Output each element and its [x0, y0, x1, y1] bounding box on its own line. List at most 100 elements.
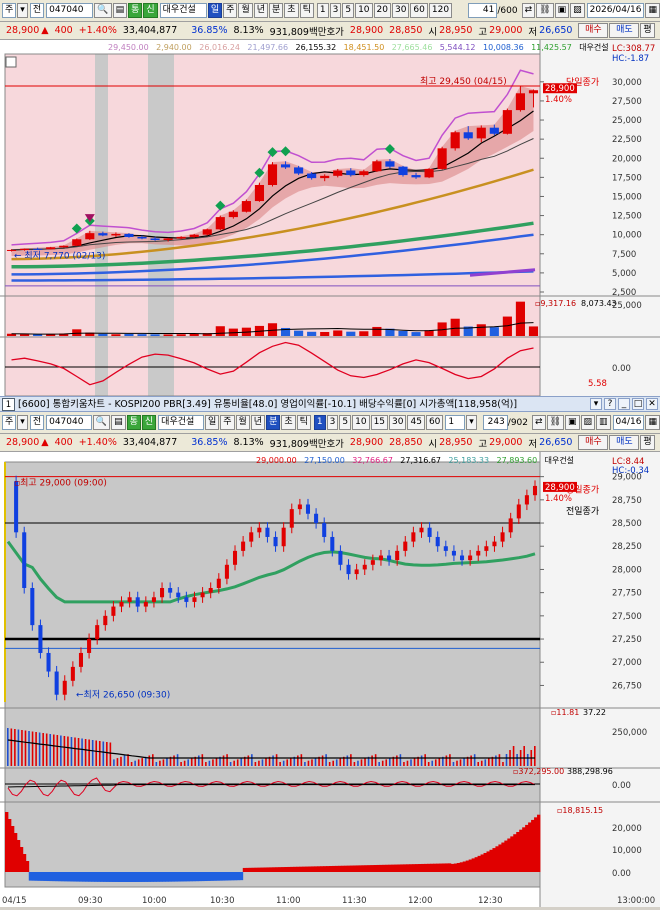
minimize-icon[interactable]: _ [618, 398, 630, 410]
period-tab-month-2[interactable]: 월 [235, 415, 250, 430]
interval-1-b[interactable]: 1 [313, 415, 326, 430]
interval-5-b[interactable]: 5 [339, 415, 352, 430]
volume-bar [152, 754, 154, 766]
search-icon[interactable]: 🔍 [94, 3, 112, 18]
chart-arrows-icon[interactable]: ⇄ [532, 415, 546, 430]
flow-bar [364, 865, 369, 872]
period-tab-tick[interactable]: 틱 [299, 3, 314, 18]
chart-type-icon[interactable]: ▤ [112, 3, 128, 18]
count-input[interactable]: 41 [468, 3, 498, 18]
volume-bar [477, 762, 480, 766]
help-icon[interactable]: ? [604, 398, 616, 410]
candle [14, 481, 19, 533]
price-tag: 28,900 [545, 84, 575, 94]
axis-background [540, 452, 660, 907]
candle [411, 532, 416, 542]
indicator-line [7, 777, 536, 797]
ind3-legend: ▫18,815.15 [557, 806, 603, 815]
view-select-2[interactable]: 전 [29, 415, 45, 430]
interval-input[interactable]: 1 [445, 415, 466, 430]
period-tab-week[interactable]: 주 [223, 3, 238, 18]
candle [224, 564, 229, 579]
period-tab-day[interactable]: 일 [207, 3, 223, 18]
volume-bar [343, 756, 345, 766]
period-tab-minute-2[interactable]: 분 [266, 415, 281, 430]
buy-button[interactable]: 매수 [578, 23, 609, 38]
volume-bar [424, 754, 426, 766]
link-icon[interactable]: ⛓ [546, 415, 564, 430]
interval-120[interactable]: 120 [428, 3, 453, 18]
market-select[interactable]: 주 [2, 3, 17, 18]
legend-item: 21,497.66 [247, 43, 288, 52]
interval-1[interactable]: 1 [316, 3, 329, 18]
interval-60-b[interactable]: 60 [425, 415, 444, 430]
image-icon[interactable]: ▨ [580, 415, 596, 430]
interval-60[interactable]: 60 [410, 3, 428, 18]
candle [419, 527, 424, 533]
period-tab-year[interactable]: 년 [253, 3, 269, 18]
interval-30-b[interactable]: 30 [389, 415, 407, 430]
chart-type-icon[interactable]: ▤ [111, 415, 126, 430]
count-input-2[interactable]: 243 [482, 415, 508, 430]
interval-5[interactable]: 5 [342, 3, 355, 18]
view-select[interactable]: 전 [29, 3, 45, 18]
buy-button-2[interactable]: 매수 [578, 435, 609, 450]
interval-10-b[interactable]: 10 [352, 415, 370, 430]
candle [280, 164, 291, 168]
eval-button-2[interactable]: 평 [640, 435, 655, 450]
interval-10[interactable]: 10 [355, 3, 373, 18]
dropdown-arrow-icon[interactable]: ▾ [466, 415, 477, 430]
flow-bar [441, 863, 446, 872]
period-tab-minute[interactable]: 분 [269, 3, 284, 18]
date-input[interactable]: 2026/04/16 [586, 3, 645, 18]
eval-button[interactable]: 평 [640, 23, 655, 38]
volume-bar [279, 762, 281, 766]
volume-bar [267, 323, 278, 336]
period-tab-month[interactable]: 월 [238, 3, 253, 18]
image-icon[interactable]: ▨ [570, 3, 585, 18]
volume-bar [141, 758, 144, 766]
dropdown-arrow-icon[interactable]: ▾ [17, 415, 28, 430]
period-tab-second[interactable]: 초 [284, 3, 299, 18]
stock-code-input[interactable]: 047040 [46, 3, 94, 18]
candle [124, 233, 134, 237]
market-select-2[interactable]: 주 [2, 415, 17, 430]
volume-bar [374, 754, 377, 766]
interval-15-b[interactable]: 15 [370, 415, 389, 430]
period-tab-tick-2[interactable]: 틱 [296, 415, 311, 430]
time-axis-label: 10:00 [142, 896, 167, 906]
period-tab-week-2[interactable]: 주 [220, 415, 235, 430]
interval-20[interactable]: 20 [373, 3, 391, 18]
save-icon[interactable]: ▣ [554, 3, 570, 18]
close-icon[interactable]: ✕ [646, 398, 658, 410]
interval-3-b[interactable]: 3 [326, 415, 339, 430]
interval-45-b[interactable]: 45 [407, 415, 425, 430]
search-icon[interactable]: 🔍 [92, 415, 111, 430]
period-tab-day-2[interactable]: 일 [204, 415, 220, 430]
volume-bar [505, 754, 508, 766]
calendar-icon[interactable]: ▦ [645, 3, 660, 18]
save-icon[interactable]: ▣ [565, 415, 580, 430]
candle [46, 652, 51, 672]
daily-chart[interactable]: 29,450.00 2,940.00 26,016.24 21,497.66 26,15… [0, 40, 660, 397]
interval-30[interactable]: 30 [391, 3, 410, 18]
maximize-icon[interactable]: □ [632, 398, 644, 410]
chart-arrows-icon[interactable]: ⇄ [521, 3, 536, 18]
calendar-icon[interactable]: ▦ [645, 415, 660, 430]
pin-icon[interactable]: ▾ [590, 398, 602, 410]
flow-bar [46, 872, 50, 882]
date-input-2[interactable]: 04/16 [612, 415, 645, 430]
dropdown-arrow-icon[interactable]: ▾ [17, 3, 28, 18]
link-icon[interactable]: ⛓ [536, 3, 554, 18]
interval-3[interactable]: 3 [329, 3, 342, 18]
current-price-2: 28,900 [6, 437, 40, 448]
sell-button-2[interactable]: 매도 [609, 435, 640, 450]
minute-chart[interactable]: 29,000.00 27,150.00 32,766.67 27,316.67 25,1… [0, 452, 660, 907]
period-tab-year-2[interactable]: 년 [250, 415, 266, 430]
period-tab-second-2[interactable]: 초 [281, 415, 296, 430]
toggle-icon[interactable]: ▥ [596, 415, 611, 430]
time-axis-label: 11:00 [276, 896, 301, 906]
sell-button[interactable]: 매도 [609, 23, 640, 38]
volume-bar [367, 756, 370, 766]
stock-code-input-2[interactable]: 047040 [46, 415, 92, 430]
